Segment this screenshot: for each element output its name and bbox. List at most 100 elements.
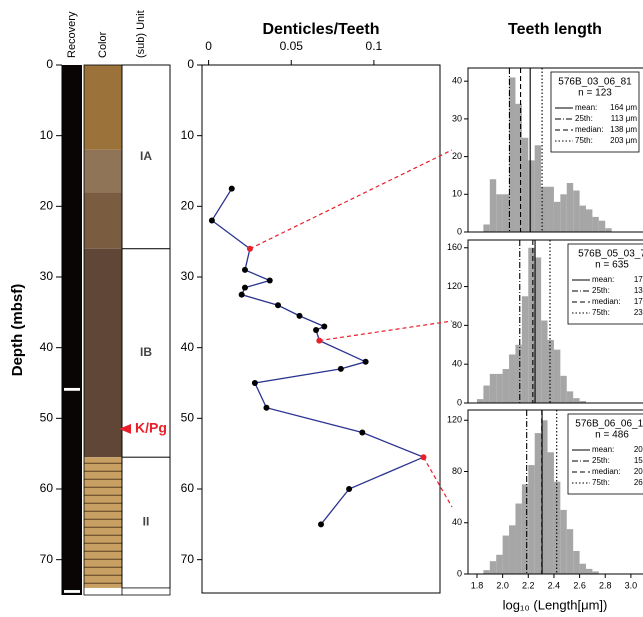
histogram-bar — [553, 201, 561, 232]
histogram-bar — [528, 465, 535, 574]
legend-value: 203 μm — [610, 136, 637, 145]
x-tick-label: 2.2 — [522, 580, 535, 590]
legend-name: mean: — [592, 445, 614, 454]
legend-sample: 576B_03_06_81 — [558, 77, 632, 88]
histogram-bar — [489, 373, 497, 403]
legend-value: 172 μ — [634, 297, 643, 306]
x-tick-label: 2.8 — [599, 580, 612, 590]
data-point — [251, 380, 258, 386]
legend-name: 25th: — [575, 114, 593, 123]
histogram-bar — [553, 481, 561, 574]
histogram-bar — [502, 535, 510, 574]
column-header: Color — [97, 31, 109, 58]
legend-n: n = 486 — [595, 430, 629, 441]
legend-value: 164 μm — [610, 103, 637, 112]
color-layer — [84, 248, 122, 458]
histogram-bar — [553, 349, 561, 403]
histogram-bar — [483, 224, 490, 232]
y-tick-label: 20 — [40, 199, 54, 213]
histogram-bar — [521, 296, 529, 403]
y-tick-label: 0 — [187, 57, 194, 71]
x-tick-label: 2.6 — [573, 580, 586, 590]
data-point — [241, 284, 248, 291]
histogram-bar — [547, 339, 554, 403]
x-axis-label: log₁₀ (Length[μm]) — [503, 597, 608, 612]
legend-n: n = 123 — [578, 88, 612, 99]
histogram-bar — [586, 568, 593, 574]
recovery-gap — [64, 590, 80, 593]
kpg-label: K/Pg — [135, 420, 167, 436]
legend-value: 179 μ — [634, 275, 643, 284]
x-tick-label: 0.05 — [280, 39, 304, 53]
histogram-bar — [528, 247, 535, 403]
y-tick-label: 10 — [452, 189, 462, 199]
legend-sample: 576B_05_03_7 — [578, 249, 643, 260]
data-point — [263, 404, 270, 411]
legend-name: 25th: — [592, 456, 610, 465]
histogram-bar — [547, 452, 554, 574]
legend-value: 203 μ — [634, 445, 643, 454]
legend-name: 25th: — [592, 286, 610, 295]
data-point — [321, 323, 328, 330]
profile-line — [211, 188, 426, 525]
data-point — [359, 429, 366, 436]
kpg-arrow — [119, 423, 131, 434]
y-tick-label: 40 — [452, 76, 462, 86]
y-tick-label: 120 — [447, 281, 462, 291]
link-line — [249, 149, 453, 250]
histogram-bar — [605, 228, 612, 232]
y-tick-label: 70 — [40, 552, 54, 566]
y-tick-label: 20 — [452, 151, 462, 161]
histogram-bar — [496, 554, 503, 574]
legend-value: 264 μ — [634, 478, 643, 487]
y-tick-label: 0 — [457, 397, 462, 407]
legend-box — [550, 71, 640, 153]
histogram-bar — [521, 484, 529, 574]
legend-name: 75th: — [592, 308, 610, 317]
y-tick-label: 0 — [457, 568, 462, 578]
legend-name: 75th: — [592, 478, 610, 487]
histogram-bar — [515, 344, 522, 403]
histogram-bar — [579, 401, 586, 403]
legend-value: 113 μm — [611, 114, 638, 123]
x-tick-label: 0.1 — [366, 39, 383, 53]
histogram-bar — [489, 561, 497, 574]
x-tick-label: 0 — [205, 39, 212, 53]
histogram-bar — [579, 205, 586, 232]
color-layer — [84, 192, 122, 249]
histogram-bar — [476, 399, 484, 403]
y-tick-label: 30 — [452, 113, 462, 123]
legend-box — [567, 413, 643, 495]
histogram-bar — [592, 571, 599, 574]
legend-value: 154 μ — [634, 456, 643, 465]
histogram-bar — [573, 190, 580, 232]
y-tick-label: 0 — [46, 57, 53, 71]
histogram-bar — [573, 398, 580, 403]
legend-sample: 576B_06_06_14 — [575, 419, 643, 430]
y-tick-label: 0 — [457, 226, 462, 236]
color-layer — [84, 65, 122, 150]
histogram-bar — [521, 137, 529, 232]
histogram-bar — [560, 375, 567, 403]
histogram-bar — [541, 420, 548, 574]
unit-label: IB — [140, 345, 152, 359]
legend-name: mean: — [575, 103, 597, 112]
link-line — [319, 320, 453, 342]
data-point — [337, 365, 344, 372]
histogram-bar — [502, 369, 510, 403]
y-tick-label: 30 — [181, 269, 195, 283]
histogram-bar — [547, 186, 554, 232]
histogram-bar — [534, 433, 542, 574]
y-tick-label: 40 — [40, 340, 54, 354]
histogram-bar — [566, 182, 574, 232]
plot-frame — [201, 64, 441, 594]
link-line — [422, 456, 453, 508]
histogram-bar — [579, 563, 586, 574]
histogram-bar — [509, 354, 516, 403]
histogram-bar — [502, 194, 510, 232]
column-header: Recovery — [66, 11, 78, 58]
histogram-bar — [534, 257, 542, 403]
histogram-bar — [515, 103, 522, 232]
x-tick-label: 3.0 — [625, 580, 638, 590]
